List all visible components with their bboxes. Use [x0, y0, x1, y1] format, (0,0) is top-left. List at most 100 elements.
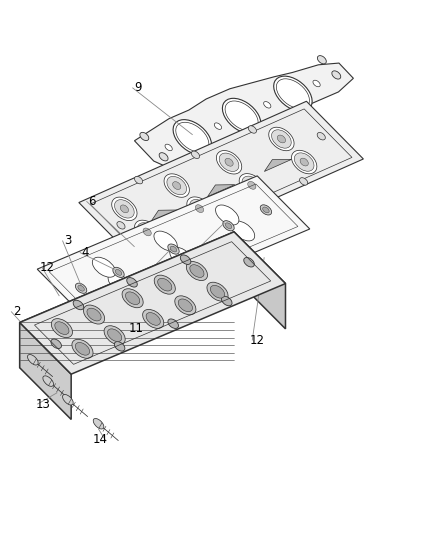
Ellipse shape	[187, 197, 212, 220]
Ellipse shape	[274, 76, 312, 111]
Ellipse shape	[210, 285, 225, 298]
Ellipse shape	[107, 329, 122, 342]
Ellipse shape	[158, 278, 172, 291]
Polygon shape	[151, 210, 178, 222]
Text: 12: 12	[250, 334, 265, 346]
Ellipse shape	[215, 205, 239, 225]
Ellipse shape	[216, 150, 242, 174]
Text: 9: 9	[134, 82, 142, 94]
Ellipse shape	[127, 278, 137, 287]
Ellipse shape	[112, 197, 137, 221]
Ellipse shape	[223, 98, 261, 133]
Ellipse shape	[104, 326, 125, 345]
Ellipse shape	[173, 119, 212, 155]
Ellipse shape	[264, 102, 271, 108]
Text: 12: 12	[40, 261, 55, 274]
Text: 6: 6	[88, 195, 96, 208]
Ellipse shape	[225, 223, 232, 229]
Ellipse shape	[108, 273, 131, 293]
Ellipse shape	[140, 132, 149, 141]
Ellipse shape	[55, 322, 69, 335]
Ellipse shape	[115, 200, 134, 218]
Polygon shape	[37, 176, 310, 322]
Ellipse shape	[143, 310, 164, 328]
Ellipse shape	[186, 228, 194, 236]
Ellipse shape	[176, 122, 209, 152]
Text: 14: 14	[92, 433, 107, 446]
Ellipse shape	[248, 126, 257, 133]
Ellipse shape	[168, 319, 178, 328]
Ellipse shape	[195, 205, 204, 213]
Ellipse shape	[239, 174, 265, 197]
Ellipse shape	[269, 127, 294, 151]
Ellipse shape	[313, 80, 320, 87]
Polygon shape	[134, 63, 353, 174]
Ellipse shape	[225, 158, 233, 166]
Ellipse shape	[126, 292, 140, 304]
Ellipse shape	[223, 221, 234, 231]
Ellipse shape	[154, 231, 177, 251]
Ellipse shape	[78, 285, 85, 291]
Text: 11: 11	[128, 322, 143, 335]
Ellipse shape	[294, 153, 314, 171]
Ellipse shape	[180, 255, 191, 264]
Ellipse shape	[134, 220, 160, 244]
Ellipse shape	[84, 305, 105, 324]
Ellipse shape	[300, 177, 308, 185]
Ellipse shape	[317, 133, 325, 140]
Ellipse shape	[190, 265, 204, 277]
Ellipse shape	[63, 394, 73, 405]
Ellipse shape	[114, 342, 125, 351]
Ellipse shape	[138, 223, 157, 241]
Ellipse shape	[143, 228, 151, 236]
Polygon shape	[234, 232, 286, 329]
Ellipse shape	[164, 174, 189, 197]
Polygon shape	[79, 101, 364, 260]
Ellipse shape	[165, 144, 172, 151]
Ellipse shape	[159, 152, 168, 161]
Ellipse shape	[244, 257, 254, 267]
Polygon shape	[208, 184, 235, 197]
Ellipse shape	[167, 176, 187, 195]
Ellipse shape	[225, 101, 258, 131]
Ellipse shape	[191, 151, 200, 158]
Ellipse shape	[190, 199, 209, 218]
Polygon shape	[283, 124, 299, 134]
Ellipse shape	[51, 339, 61, 349]
Ellipse shape	[75, 342, 90, 355]
Ellipse shape	[222, 296, 232, 306]
Text: 10: 10	[174, 263, 189, 276]
Ellipse shape	[214, 123, 222, 130]
Ellipse shape	[178, 299, 192, 312]
Ellipse shape	[146, 312, 160, 325]
Ellipse shape	[115, 270, 122, 275]
Ellipse shape	[248, 181, 256, 189]
Ellipse shape	[318, 55, 326, 64]
Ellipse shape	[243, 203, 251, 211]
Ellipse shape	[51, 319, 72, 337]
Ellipse shape	[300, 158, 308, 166]
Ellipse shape	[43, 376, 53, 386]
Ellipse shape	[154, 275, 175, 294]
Ellipse shape	[75, 283, 87, 293]
Ellipse shape	[272, 130, 291, 148]
Ellipse shape	[277, 135, 286, 143]
Ellipse shape	[117, 222, 125, 229]
Ellipse shape	[186, 262, 208, 280]
Ellipse shape	[276, 79, 310, 109]
Ellipse shape	[113, 267, 124, 278]
Ellipse shape	[170, 247, 193, 267]
Ellipse shape	[134, 176, 143, 184]
Polygon shape	[240, 143, 256, 152]
Text: 5: 5	[143, 273, 150, 286]
Text: 4: 4	[81, 246, 89, 259]
Ellipse shape	[219, 153, 239, 172]
Ellipse shape	[260, 205, 272, 215]
Ellipse shape	[173, 182, 181, 189]
Ellipse shape	[231, 221, 255, 241]
Ellipse shape	[170, 246, 177, 252]
Text: 13: 13	[35, 398, 50, 410]
Ellipse shape	[92, 257, 116, 277]
Text: 3: 3	[64, 235, 71, 247]
Ellipse shape	[72, 340, 93, 358]
